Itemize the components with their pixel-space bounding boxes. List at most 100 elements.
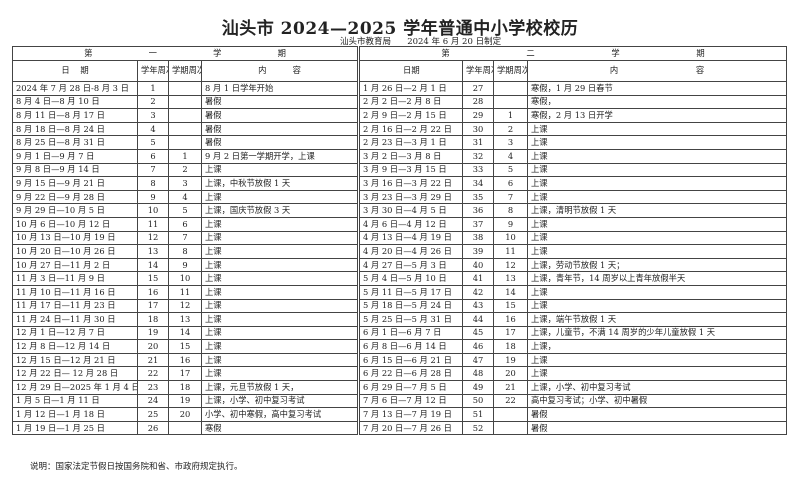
year-week-header: 学年周次 <box>462 60 494 82</box>
date-range: 11 月 10 日—11 月 16 日 <box>12 284 138 300</box>
term-label-char: 一 <box>148 48 157 58</box>
date-range: 3 月 16 日—3 月 22 日 <box>359 176 463 191</box>
content: 上课 <box>527 284 787 300</box>
table-row: 8 月 18 日—8 月 24 日 4 暑假 <box>12 121 358 137</box>
content: 上课，劳动节放假 1 天； <box>527 257 787 273</box>
year-week: 26 <box>137 420 169 436</box>
content: 上课，端午节放假 1 天 <box>527 312 787 327</box>
content: 9 月 2 日第一学期开学，上课 <box>201 148 358 164</box>
content-header-char: 容 <box>695 65 705 76</box>
table-row: 5 月 18 日—5 月 24 日 43 15 上课 <box>359 298 787 314</box>
year-week: 44 <box>462 312 494 327</box>
term-label: 第一学期 <box>12 46 358 61</box>
date-range: 9 月 15 日—9 月 21 日 <box>12 176 138 191</box>
date-range: 8 月 18 日—8 月 24 日 <box>12 121 138 137</box>
year-week: 13 <box>137 244 169 259</box>
date-range: 3 月 2 日—3 月 8 日 <box>359 148 463 164</box>
year-week-header: 学年周次 <box>137 60 169 82</box>
content-header: 内容 <box>201 60 358 82</box>
term-week: 13 <box>493 271 528 286</box>
table-row: 10 月 20 日—10 月 26 日 13 8 上课 <box>12 244 358 259</box>
term-week: 9 <box>168 257 202 273</box>
content: 暑假 <box>527 407 787 422</box>
content: 上课 <box>201 244 358 259</box>
term-label-char: 第 <box>441 48 450 58</box>
date-header-char: 日 <box>403 65 412 76</box>
date-range: 1 月 19 日—1 月 25 日 <box>12 420 138 436</box>
table-row: 2 月 2 日—2 月 8 日 28 寒假， <box>359 94 787 110</box>
term-week: 8 <box>493 203 528 218</box>
date-range: 4 月 6 日—4 月 12 日 <box>359 216 463 232</box>
year-week: 8 <box>137 176 169 191</box>
year-week: 27 <box>462 81 494 96</box>
term-week: 4 <box>493 148 528 164</box>
year-week: 36 <box>462 203 494 218</box>
year-week: 22 <box>137 366 169 382</box>
content: 上课，国庆节放假 3 天 <box>201 203 358 218</box>
term-week: 3 <box>493 135 528 150</box>
term-week: 2 <box>493 121 528 137</box>
table-row: 1 月 5 日—1 月 11 日 24 19 上课，小学、初中复习考试 <box>12 393 358 409</box>
term-week: 5 <box>493 162 528 178</box>
date-range: 9 月 1 日—9 月 7 日 <box>12 148 138 164</box>
date-range: 10 月 27 日—11 月 2 日 <box>12 257 138 273</box>
year-week: 4 <box>137 121 169 137</box>
year-week: 29 <box>462 108 494 123</box>
year-week: 19 <box>137 325 169 341</box>
term-week: 16 <box>493 312 528 327</box>
content: 8 月 1 日学年开始 <box>201 81 358 96</box>
term-label-char: 第 <box>84 48 93 58</box>
content: 上课 <box>201 162 358 178</box>
date-range: 3 月 30 日—4 月 5 日 <box>359 203 463 218</box>
table-row: 3 月 9 日—3 月 15 日 33 5 上课 <box>359 162 787 178</box>
term-week: 7 <box>493 189 528 205</box>
content: 上课 <box>201 230 358 246</box>
term-week: 14 <box>493 284 528 300</box>
date-range: 10 月 6 日—10 月 12 日 <box>12 216 138 232</box>
table-row: 5 月 11 日—5 月 17 日 42 14 上课 <box>359 284 787 300</box>
term-week: 11 <box>168 284 202 300</box>
term-week: 15 <box>493 298 528 314</box>
year-week: 3 <box>137 108 169 123</box>
content: 上课 <box>527 162 787 178</box>
date-range: 6 月 1 日—6 月 7 日 <box>359 325 463 341</box>
content: 暑假 <box>201 108 358 123</box>
date-range: 2 月 23 日—3 月 1 日 <box>359 135 463 150</box>
date-range: 5 月 4 日—5 月 10 日 <box>359 271 463 286</box>
year-week: 45 <box>462 325 494 341</box>
year-week: 38 <box>462 230 494 246</box>
issuer-and-date: 汕头市教育局 2024 年 6 月 20 日制定 <box>340 37 502 47</box>
term-label-char: 期 <box>277 48 286 58</box>
column-header-row: 日期学年周次学期周次内容 <box>12 60 358 82</box>
table-row: 10 月 13 日—10 月 19 日 12 7 上课 <box>12 230 358 246</box>
content: 上课 <box>527 366 787 382</box>
year-week: 40 <box>462 257 494 273</box>
year-week: 7 <box>137 162 169 178</box>
year-week: 20 <box>137 339 169 354</box>
page-title: 汕头市 2024—2025 学年普通中小学校校历 <box>221 19 579 39</box>
content: 上课，中秋节放假 1 天 <box>201 176 358 191</box>
content: 暑假 <box>527 420 787 436</box>
table-row: 11 月 3 日—11 月 9 日 15 10 上课 <box>12 271 358 286</box>
term-week: 6 <box>493 176 528 191</box>
year-week: 33 <box>462 162 494 178</box>
table-row: 4 月 27 日—5 月 3 日 40 12 上课，劳动节放假 1 天； <box>359 257 787 273</box>
table-row: 8 月 11 日—8 月 17 日 3 暑假 <box>12 108 358 123</box>
date-range: 11 月 24 日—11 月 30 日 <box>12 312 138 327</box>
term-week <box>493 420 528 436</box>
date-range: 4 月 13 日—4 月 19 日 <box>359 230 463 246</box>
term-week: 18 <box>493 339 528 354</box>
term-week: 19 <box>168 393 202 409</box>
date-range: 10 月 13 日—10 月 19 日 <box>12 230 138 246</box>
table-row: 9 月 15 日—9 月 21 日 8 3 上课，中秋节放假 1 天 <box>12 176 358 191</box>
table-row: 3 月 23 日—3 月 29 日 35 7 上课 <box>359 189 787 205</box>
date-range: 1 月 12 日—1 月 18 日 <box>12 407 138 422</box>
date-range: 11 月 17 日—11 月 23 日 <box>12 298 138 314</box>
date-range: 9 月 8 日—9 月 14 日 <box>12 162 138 178</box>
content: 寒假 <box>201 420 358 436</box>
table-row: 8 月 4 日—8 月 10 日 2 暑假 <box>12 94 358 110</box>
year-week: 5 <box>137 135 169 150</box>
term-week: 15 <box>168 339 202 354</box>
term-week <box>168 121 202 137</box>
term-header-row: 第二学期 <box>359 46 787 61</box>
